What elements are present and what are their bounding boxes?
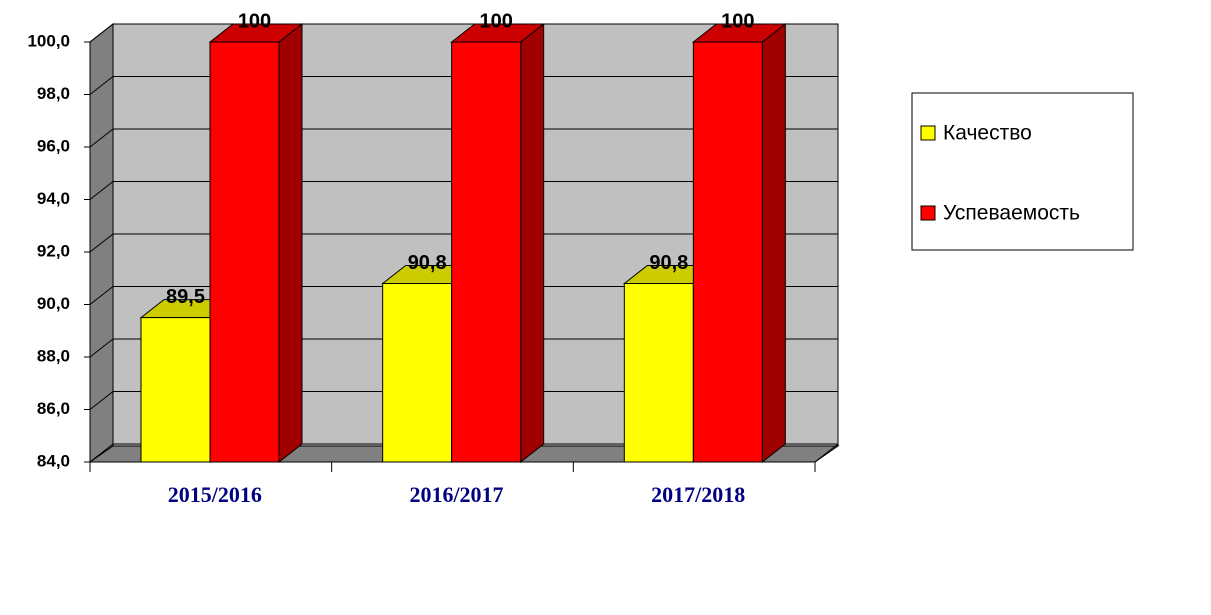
- bar: [623, 283, 694, 463]
- bar-side: [761, 22, 786, 464]
- grid-line-side: [89, 338, 114, 358]
- y-tick-label: 100,0: [27, 31, 70, 50]
- grid-line-side: [89, 23, 114, 43]
- legend-items: Качество Успеваемость: [920, 122, 1080, 225]
- bar: [140, 317, 211, 463]
- y-tick-label: 84,0: [37, 451, 70, 470]
- grid-line-side: [89, 181, 114, 200]
- value-label: 89,5: [166, 286, 205, 308]
- grid-line-side: [89, 128, 114, 148]
- grid-line-side: [89, 391, 114, 410]
- x-tick-label: 2016/2017: [409, 482, 503, 507]
- bar-side: [520, 22, 545, 464]
- bar: [209, 41, 280, 463]
- legend: [911, 92, 1134, 251]
- x-tick-label: 2017/2018: [651, 482, 745, 507]
- bar: [382, 283, 453, 463]
- y-tick-label: 90,0: [37, 294, 70, 313]
- value-label: 100: [721, 10, 754, 32]
- y-tick-label: 94,0: [37, 189, 70, 208]
- value-label: 100: [238, 10, 271, 32]
- grid-line-side: [89, 76, 114, 95]
- x-tick-label: 2015/2016: [168, 482, 262, 507]
- y-tick-label: 96,0: [37, 136, 70, 155]
- grid-line-side: [89, 233, 114, 253]
- value-label: 90,8: [649, 252, 688, 274]
- bar: [451, 41, 522, 463]
- y-tick-label: 98,0: [37, 84, 70, 103]
- grid-line-side: [89, 443, 114, 463]
- legend-swatch: [920, 125, 936, 141]
- legend-swatch: [920, 205, 936, 221]
- bars: 2015/2016 89,5 100 2016/2017 90,8 100 2017/201…: [139, 10, 787, 507]
- bar: [692, 41, 763, 463]
- x-axis-depth: [814, 443, 839, 463]
- legend-label: Успеваемость: [943, 202, 1080, 225]
- y-tick-label: 92,0: [37, 241, 70, 260]
- y-tick-label: 86,0: [37, 399, 70, 418]
- y-tick-label: 88,0: [37, 346, 70, 365]
- bar-side: [278, 22, 303, 464]
- value-label: 100: [479, 10, 512, 32]
- legend-label: Качество: [943, 122, 1032, 145]
- grid-line-side: [89, 286, 114, 305]
- value-label: 90,8: [408, 252, 447, 274]
